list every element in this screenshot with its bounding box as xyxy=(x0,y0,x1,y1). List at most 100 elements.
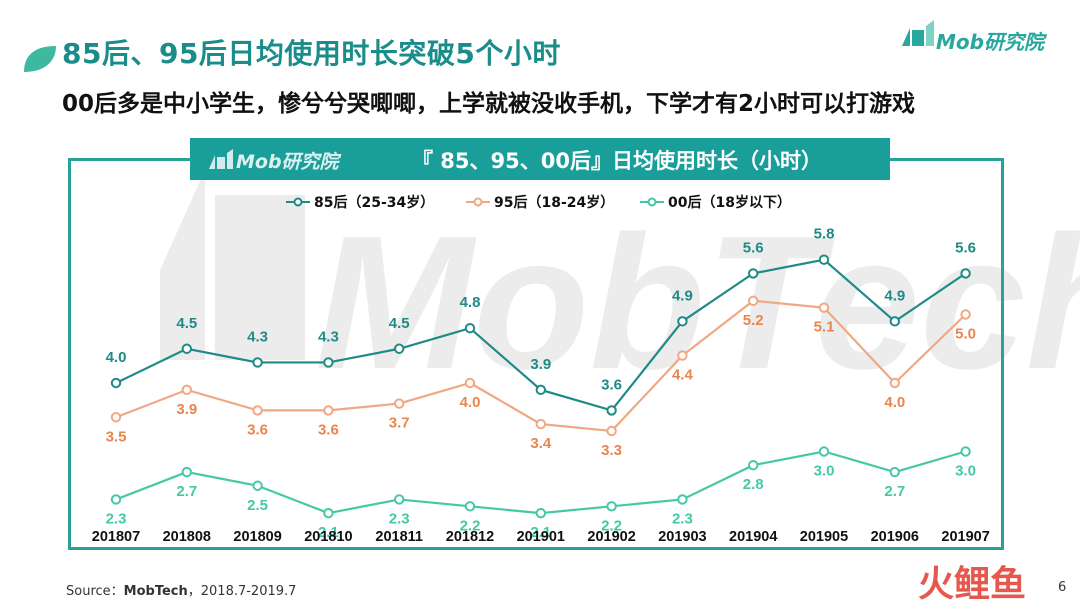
watermark-text: MobTech xyxy=(315,197,1080,409)
data-point xyxy=(323,507,334,519)
data-label: 2.7 xyxy=(884,483,905,500)
x-axis: 201807 201808 201809 201810 201811 201812 2019… xyxy=(92,529,990,545)
data-point xyxy=(110,412,122,423)
data-point xyxy=(323,405,334,416)
data-label: 4.9 xyxy=(672,287,693,304)
data-label: 2.3 xyxy=(389,510,410,527)
legend-marker xyxy=(473,197,483,207)
data-point xyxy=(394,494,405,505)
x-tick-label: 201905 xyxy=(800,529,848,545)
data-point xyxy=(181,466,193,478)
data-point xyxy=(818,446,830,457)
data-label: 4.3 xyxy=(318,328,339,345)
data-point xyxy=(535,507,546,519)
data-point xyxy=(960,309,971,320)
mob-logo-icon xyxy=(902,20,934,46)
data-point xyxy=(677,494,688,505)
data-label: 2.2 xyxy=(601,517,622,534)
data-point xyxy=(181,384,193,396)
chart-legend: 85后（25-34岁） 95后（18-24岁） 00后（18岁以下） xyxy=(286,194,791,211)
chart-frame xyxy=(68,158,1004,550)
data-label: 3.5 xyxy=(106,428,127,445)
data-point xyxy=(748,460,759,471)
data-label: 3.9 xyxy=(176,401,197,418)
data-point xyxy=(464,377,476,389)
mob-logo-icon xyxy=(209,149,233,169)
data-label: 2.7 xyxy=(176,483,197,500)
x-tick-label: 201907 xyxy=(941,529,989,545)
data-label: 4.5 xyxy=(176,315,197,332)
legend-marker xyxy=(647,197,657,207)
data-point xyxy=(818,254,830,265)
data-label: 5.8 xyxy=(814,226,835,243)
data-label: 5.2 xyxy=(743,312,764,329)
x-tick-label: 201808 xyxy=(163,529,211,545)
data-point xyxy=(606,501,617,512)
data-label: 2.5 xyxy=(247,497,268,514)
source-note: Source：MobTech，2018.7-2019.7 xyxy=(66,580,296,599)
series-0: 4.0 4.5 4.3 4.3 4.5 4.8 3.9 3.6 4.9 5.6 5.8 4.9 5.6 xyxy=(106,226,976,416)
data-point xyxy=(889,377,900,389)
x-tick-label: 201904 xyxy=(729,529,777,545)
data-point xyxy=(464,323,476,334)
data-label: 4.9 xyxy=(884,287,905,304)
data-label: 3.0 xyxy=(955,463,976,480)
data-label: 2.2 xyxy=(460,517,481,534)
data-point xyxy=(606,425,617,437)
x-tick-label: 201901 xyxy=(517,529,565,545)
data-label: 4.3 xyxy=(247,328,268,345)
x-tick-label: 201906 xyxy=(871,529,919,545)
page-subtitle: 00后多是中小学生，惨兮兮哭唧唧，上学就被没收手机，下学才有2小时可以打游戏 xyxy=(62,91,916,117)
data-point xyxy=(464,501,476,512)
data-label: 5.6 xyxy=(955,239,976,256)
data-point xyxy=(818,302,830,313)
data-point xyxy=(394,343,405,354)
fish-logo-icon: 火鲤鱼 xyxy=(918,564,1026,604)
data-label: 3.4 xyxy=(530,435,552,452)
data-label: 5.0 xyxy=(955,326,976,343)
watermark-logo: MobTech xyxy=(160,170,1080,409)
data-point xyxy=(535,384,546,396)
x-tick-label: 201903 xyxy=(658,529,706,545)
page-number: 6 xyxy=(1058,580,1067,595)
x-tick-label: 201812 xyxy=(446,529,494,545)
data-label: 2.3 xyxy=(672,510,693,527)
source-range: ，2018.7-2019.7 xyxy=(187,584,297,599)
data-point xyxy=(110,494,122,505)
data-point xyxy=(181,343,193,354)
data-point xyxy=(748,268,759,279)
data-label: 4.8 xyxy=(460,294,481,311)
data-point xyxy=(535,418,546,430)
data-point xyxy=(677,316,688,327)
x-tick-label: 201902 xyxy=(587,529,635,545)
legend-marker xyxy=(293,197,303,207)
x-tick-label: 201807 xyxy=(92,529,140,545)
data-point xyxy=(252,357,263,368)
data-point xyxy=(110,377,122,389)
data-label: 3.6 xyxy=(247,421,268,438)
data-point xyxy=(394,398,405,409)
data-point xyxy=(252,480,263,491)
data-label: 5.6 xyxy=(743,239,764,256)
legend-label: 95后（18-24岁） xyxy=(494,194,614,211)
chart-header-brand: Mob研究院 xyxy=(236,151,339,173)
brand-name: Mob研究院 xyxy=(936,30,1044,54)
x-tick-label: 201810 xyxy=(304,529,352,545)
data-point xyxy=(748,295,759,306)
source-label: Source： xyxy=(66,584,124,599)
series-2: 2.3 2.7 2.5 2.1 2.3 2.2 2.1 2.2 2.3 2.8 3.0 2.7 3.0 xyxy=(106,446,976,541)
data-point xyxy=(960,446,971,457)
data-label: 4.0 xyxy=(106,349,127,366)
data-label: 5.1 xyxy=(814,319,835,336)
data-label: 4.4 xyxy=(672,367,694,384)
chart-title: 『 85、95、00后』日均使用时长（小时） xyxy=(412,149,822,173)
data-label: 3.9 xyxy=(530,356,551,373)
legend-label: 85后（25-34岁） xyxy=(314,194,434,211)
data-label: 2.1 xyxy=(530,524,551,541)
legend-label: 00后（18岁以下） xyxy=(668,194,791,211)
data-point xyxy=(677,350,688,361)
corner-mark-text: 火鲤鱼 xyxy=(918,564,1026,604)
data-point xyxy=(960,268,971,279)
data-point xyxy=(252,405,263,416)
